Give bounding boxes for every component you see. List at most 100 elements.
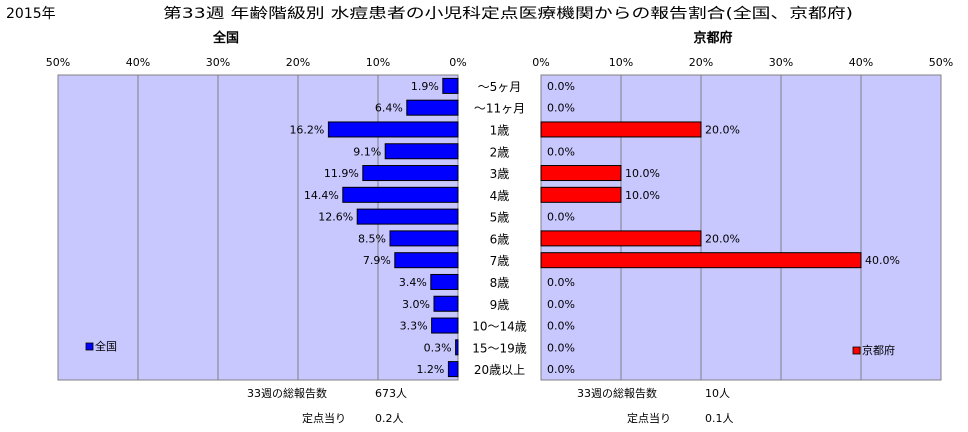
- national-data-label: 8.5%: [358, 232, 386, 245]
- national-data-label: 0.3%: [424, 341, 452, 354]
- category-label: 〜11ヶ月: [474, 102, 525, 116]
- national-per-label: 定点当り: [302, 411, 346, 425]
- kyoto-data-label: 20.0%: [705, 232, 740, 245]
- category-label: 10〜14歳: [472, 320, 527, 334]
- national-plot-area: [57, 74, 459, 381]
- national-data-label: 9.1%: [353, 145, 381, 158]
- kyoto-total-value: 10人: [705, 387, 730, 400]
- category-label: 6歳: [490, 232, 510, 246]
- category-labels: 〜5ヶ月〜11ヶ月 1歳 2歳 3歳 4歳 5歳 6歳 7歳 8歳 9歳 10〜14歳 15〜19歳 2…: [472, 80, 527, 377]
- kyoto-per-label: 定点当り: [627, 411, 671, 425]
- national-gridlines: [137, 75, 379, 380]
- kyoto-legend-swatch: [852, 346, 861, 355]
- national-bar: [442, 77, 459, 94]
- kyoto-data-label: 0.0%: [547, 102, 575, 115]
- category-label: 〜5ヶ月: [478, 80, 522, 94]
- kyoto-plot-area: [540, 74, 942, 381]
- kyoto-bar: [540, 186, 622, 203]
- kyoto-tick-label: 30%: [769, 56, 793, 69]
- national-data-label: 6.4%: [375, 102, 403, 115]
- national-panel-title: 全国: [212, 30, 239, 46]
- category-label: 4歳: [490, 189, 510, 203]
- kyoto-bar: [540, 121, 702, 138]
- national-data-label: 3.4%: [399, 276, 427, 289]
- national-data-label: 16.2%: [289, 123, 324, 136]
- national-tick-label: 10%: [366, 56, 390, 69]
- national-tick-label: 30%: [206, 56, 230, 69]
- national-bar: [447, 361, 459, 378]
- national-total-label: 33週の総報告数: [247, 386, 327, 400]
- kyoto-tick-label: 0%: [532, 56, 549, 69]
- national-tick-labels: 0% 10% 20% 30% 40% 50%: [46, 56, 467, 69]
- national-bar: [342, 186, 459, 203]
- kyoto-data-label: 20.0%: [705, 123, 740, 136]
- national-data-label: 12.6%: [318, 211, 353, 224]
- kyoto-data-label: 10.0%: [625, 189, 660, 202]
- kyoto-data-label: 40.0%: [865, 254, 900, 267]
- year-label: 2015年: [6, 6, 56, 22]
- national-legend: 全国: [85, 339, 117, 353]
- category-label: 3歳: [490, 167, 510, 181]
- national-bar: [406, 99, 459, 116]
- national-bar: [455, 339, 459, 356]
- kyoto-tick-label: 50%: [929, 56, 953, 69]
- national-legend-swatch: [85, 342, 94, 351]
- kyoto-legend: 京都府: [852, 343, 895, 357]
- national-bar: [384, 143, 459, 160]
- national-bar: [356, 208, 459, 225]
- category-label: 8歳: [490, 276, 510, 290]
- category-label: 1歳: [490, 123, 510, 137]
- category-label: 9歳: [490, 298, 510, 312]
- national-bar: [431, 317, 459, 334]
- kyoto-bar: [540, 165, 622, 182]
- category-label: 7歳: [490, 254, 510, 268]
- national-tick-label: 50%: [46, 56, 70, 69]
- national-tick-label: 0%: [449, 56, 466, 69]
- national-bar: [394, 252, 459, 269]
- national-tick-label: 40%: [126, 56, 150, 69]
- national-bar: [362, 165, 459, 182]
- kyoto-tick-label: 10%: [609, 56, 633, 69]
- national-bar: [433, 295, 459, 312]
- national-per-value: 0.2人: [375, 412, 404, 425]
- kyoto-total-label: 33週の総報告数: [577, 386, 657, 400]
- kyoto-tick-label: 40%: [849, 56, 873, 69]
- national-bar: [430, 273, 459, 290]
- national-data-label: 7.9%: [363, 254, 391, 267]
- kyoto-data-label: 0.0%: [547, 145, 575, 158]
- category-label: 20歳以上: [474, 363, 525, 377]
- kyoto-data-label: 0.0%: [547, 320, 575, 333]
- kyoto-tick-label: 20%: [689, 56, 713, 69]
- kyoto-bar: [540, 252, 862, 269]
- category-label: 5歳: [490, 211, 510, 225]
- kyoto-data-label: 10.0%: [625, 167, 660, 180]
- national-data-label: 3.3%: [400, 320, 428, 333]
- national-tick-label: 20%: [286, 56, 310, 69]
- national-bar: [389, 230, 459, 247]
- national-data-label: 14.4%: [304, 189, 339, 202]
- national-bar: [327, 121, 459, 138]
- kyoto-bar: [540, 230, 702, 247]
- national-data-label: 1.9%: [411, 80, 439, 93]
- kyoto-data-label: 0.0%: [547, 276, 575, 289]
- national-bars: 1.9% 6.4% 16.2% 9.1% 11.9% 14.4% 12.6% 8.5% 7.9%…: [289, 77, 459, 378]
- kyoto-data-label: 0.0%: [547, 298, 575, 311]
- kyoto-tick-labels: 0% 10% 20% 30% 40% 50%: [532, 56, 953, 69]
- national-data-label: 1.2%: [416, 363, 444, 376]
- kyoto-data-label: 0.0%: [547, 363, 575, 376]
- national-total-value: 673人: [375, 387, 407, 400]
- kyoto-data-label: 0.0%: [547, 341, 575, 354]
- kyoto-data-label: 0.0%: [547, 211, 575, 224]
- kyoto-per-value: 0.1人: [705, 412, 734, 425]
- kyoto-bars: 0.0% 0.0% 20.0% 0.0% 10.0% 10.0% 0.0% 20.0% 40.0…: [540, 80, 900, 376]
- category-label: 15〜19歳: [472, 341, 527, 355]
- national-data-label: 11.9%: [324, 167, 359, 180]
- kyoto-panel-title: 京都府: [693, 30, 732, 46]
- national-data-label: 3.0%: [402, 298, 430, 311]
- category-label: 2歳: [490, 145, 510, 159]
- chart-title: 第33週 年齢階級別 水痘患者の小児科定点医療機関からの報告割合(全国、京都府): [163, 5, 853, 22]
- national-legend-label: 全国: [95, 339, 117, 353]
- kyoto-legend-label: 京都府: [862, 343, 895, 357]
